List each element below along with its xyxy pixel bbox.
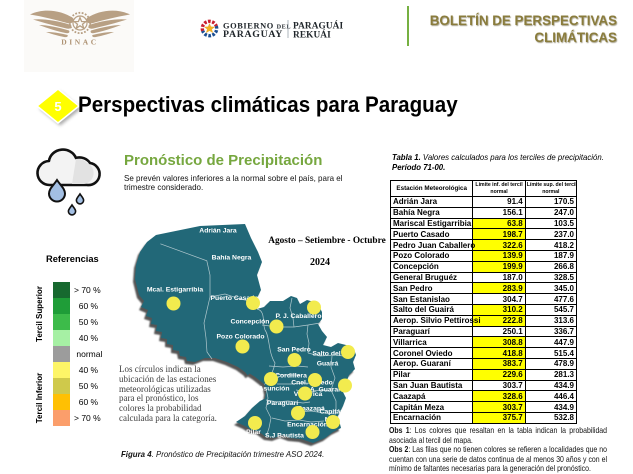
svg-text:S.J Bautista: S.J Bautista bbox=[265, 433, 304, 440]
svg-text:GOBIERNO DEL: GOBIERNO DEL bbox=[223, 22, 291, 31]
svg-text:Concepción: Concepción bbox=[231, 319, 270, 326]
svg-text:Salto del: Salto del bbox=[312, 351, 340, 358]
svg-text:Pozo Colorado: Pozo Colorado bbox=[217, 334, 265, 341]
svg-text:Guairá: Guairá bbox=[317, 361, 339, 368]
svg-text:Adrián Jara: Adrián Jara bbox=[199, 228, 237, 235]
svg-text:REKUÁI: REKUÁI bbox=[293, 29, 331, 40]
svg-text:A. Guaraní: A. Guaraní bbox=[310, 387, 345, 394]
svg-text:Paraguarí: Paraguarí bbox=[267, 400, 299, 407]
svg-text:San Pedro: San Pedro bbox=[277, 347, 311, 354]
svg-text:Encarnación: Encarnación bbox=[287, 422, 328, 429]
svg-text:Capitán: Capitán bbox=[320, 409, 345, 416]
svg-text:Puerto Casado: Puerto Casado bbox=[211, 295, 259, 302]
svg-text:Pilar: Pilar bbox=[246, 429, 261, 436]
svg-text:Cordillera: Cordillera bbox=[275, 373, 307, 380]
svg-text:5: 5 bbox=[54, 99, 61, 114]
svg-text:P. J. Caballero: P. J. Caballero bbox=[276, 313, 322, 320]
svg-text:PARAGUAY: PARAGUAY bbox=[223, 29, 283, 39]
svg-text:Caazapá: Caazapá bbox=[297, 406, 325, 413]
svg-text:PARAGUÁI: PARAGUÁI bbox=[293, 20, 343, 32]
svg-text:Mcal. Estigarribia: Mcal. Estigarribia bbox=[147, 287, 204, 294]
svg-text:DINAC: DINAC bbox=[61, 38, 99, 47]
svg-text:Bahía Negra: Bahía Negra bbox=[212, 255, 252, 262]
svg-text:Asunción: Asunción bbox=[259, 386, 290, 393]
